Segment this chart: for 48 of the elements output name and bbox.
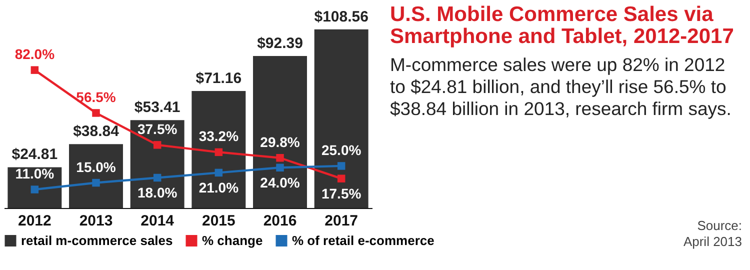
point [30,186,39,194]
data-label: 17.5% [321,186,362,202]
legend-label: % change [202,232,263,248]
x-tick-label: 2015 [202,212,236,230]
data-label: 15.0% [76,158,116,175]
point [276,154,284,162]
data-label: $92.39 [257,35,303,52]
data-label: 29.8% [260,134,300,150]
legend-label: % of retail e-commerce [292,232,434,248]
data-label: $38.84 [73,123,120,140]
source-note: Source: [696,218,742,234]
text: U.S. Mobile Commerce Sales via Smartphone and Tablet, 2012-2017 [390,3,735,48]
data-label: $24.81 [12,146,58,164]
point [214,168,223,177]
data-label: $108.56 [314,8,368,26]
point [30,66,39,74]
bar [314,29,368,208]
x-tick-label: 2012 [18,212,52,230]
text: M-commerce sales were up 82% in 2012 to $24.81 billion, and they’ll rise 56.5% to $38.84 billion in 2013, research firm says. [390,54,732,120]
point [337,174,346,182]
data-label: 56.5% [76,88,116,105]
x-tick-label: 2014 [140,212,175,230]
point [92,109,100,117]
point [214,148,223,156]
point [337,162,346,170]
point [92,178,100,187]
data-label: 37.5% [137,120,178,137]
bar [253,56,307,208]
data-label: 33.2% [198,128,240,144]
legend-label: retail m-commerce sales [21,232,173,248]
x-tick-label: 2017 [324,212,358,230]
x-tick-label: 2016 [263,212,297,230]
bar [69,144,123,208]
data-label: 21.0% [198,180,240,196]
x-tick-label: 2013 [79,212,113,230]
data-label: 24.0% [260,174,300,191]
point [153,141,162,149]
data-label: $53.41 [134,99,180,116]
point [276,164,284,172]
data-label: $71.16 [196,70,242,87]
bar [8,167,62,208]
data-label: 25.0% [321,142,362,158]
text: April 2013 [683,234,742,250]
point [153,174,162,182]
data-label: 11.0% [15,165,55,182]
data-label: 18.0% [137,184,178,201]
bar [192,90,246,208]
data-label: 82.0% [14,46,56,62]
